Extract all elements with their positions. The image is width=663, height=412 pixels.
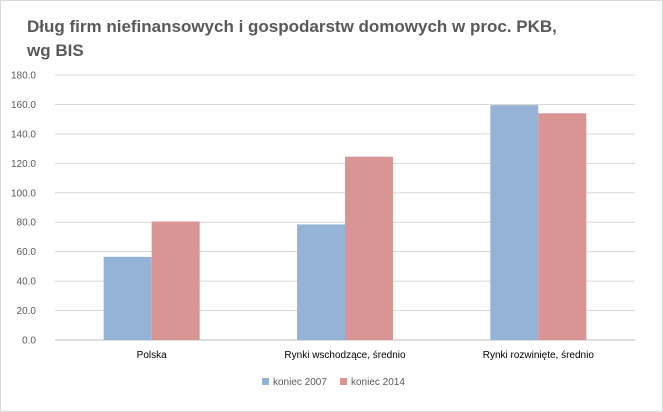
y-tick-label: 40.0 bbox=[17, 277, 37, 288]
bar-2-1 bbox=[151, 221, 200, 340]
y-tick-label: 120.0 bbox=[11, 159, 36, 170]
legend-swatch bbox=[262, 378, 269, 385]
legend-label: koniec 2007 bbox=[273, 377, 327, 388]
y-tick-label: 80.0 bbox=[17, 218, 37, 229]
bar-2-2 bbox=[345, 156, 393, 340]
bar-1-1 bbox=[103, 256, 152, 340]
x-category-label: Rynki wschodzące, średnio bbox=[284, 350, 406, 361]
bar-2-3 bbox=[538, 113, 587, 341]
y-tick-label: 60.0 bbox=[17, 247, 37, 258]
y-tick-label: 140.0 bbox=[11, 129, 36, 140]
x-category-label: Rynki rozwinięte, średnio bbox=[483, 350, 595, 361]
y-tick-label: 160.0 bbox=[11, 100, 36, 111]
chart-title-line-2: wg BIS bbox=[27, 41, 84, 60]
y-tick-label: 0.0 bbox=[22, 336, 36, 347]
y-tick-label: 100.0 bbox=[11, 188, 36, 199]
chart-title: Dług firm niefinansowych i gospodarstw d… bbox=[27, 15, 627, 63]
bar-1-3 bbox=[490, 105, 539, 340]
legend-swatch bbox=[340, 378, 347, 385]
chart-title-line-1: Dług firm niefinansowych i gospodarstw d… bbox=[27, 17, 557, 36]
bar-1-2 bbox=[297, 224, 345, 340]
y-tick-label: 180.0 bbox=[11, 71, 36, 82]
legend-label: koniec 2014 bbox=[351, 377, 405, 388]
x-category-label: Polska bbox=[137, 350, 167, 361]
y-tick-label: 20.0 bbox=[17, 306, 37, 317]
